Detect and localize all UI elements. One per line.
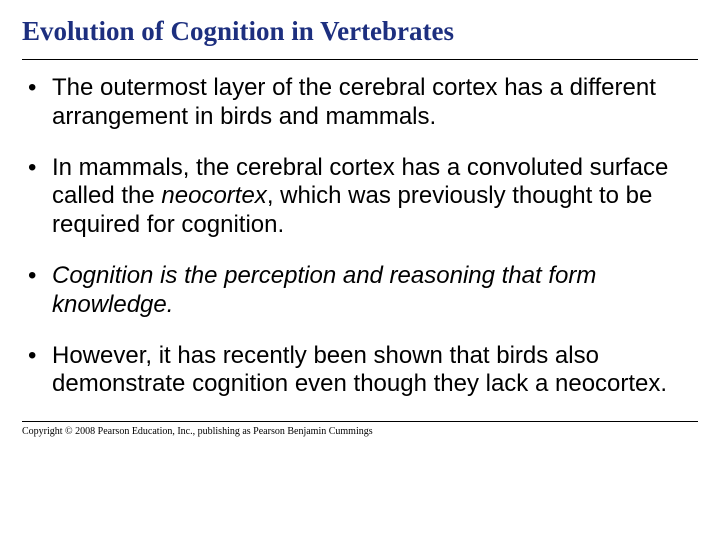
list-item: However, it has recently been shown that… xyxy=(22,342,698,400)
bullet-text: The outermost layer of the cerebral cort… xyxy=(52,74,656,130)
list-item: Cognition is the perception and reasonin… xyxy=(22,262,698,320)
list-item: The outermost layer of the cerebral cort… xyxy=(22,74,698,132)
divider-bottom xyxy=(22,421,698,422)
bullet-text-emph: neocortex xyxy=(161,182,266,209)
list-item: In mammals, the cerebral cortex has a co… xyxy=(22,154,698,240)
bullet-list: The outermost layer of the cerebral cort… xyxy=(22,74,698,399)
bullet-text: However, it has recently been shown that… xyxy=(52,342,667,398)
slide-title: Evolution of Cognition in Vertebrates xyxy=(22,16,698,47)
bullet-text: Cognition is the perception and reasonin… xyxy=(52,262,596,318)
copyright-text: Copyright © 2008 Pearson Education, Inc.… xyxy=(22,426,698,437)
divider-top xyxy=(22,59,698,60)
